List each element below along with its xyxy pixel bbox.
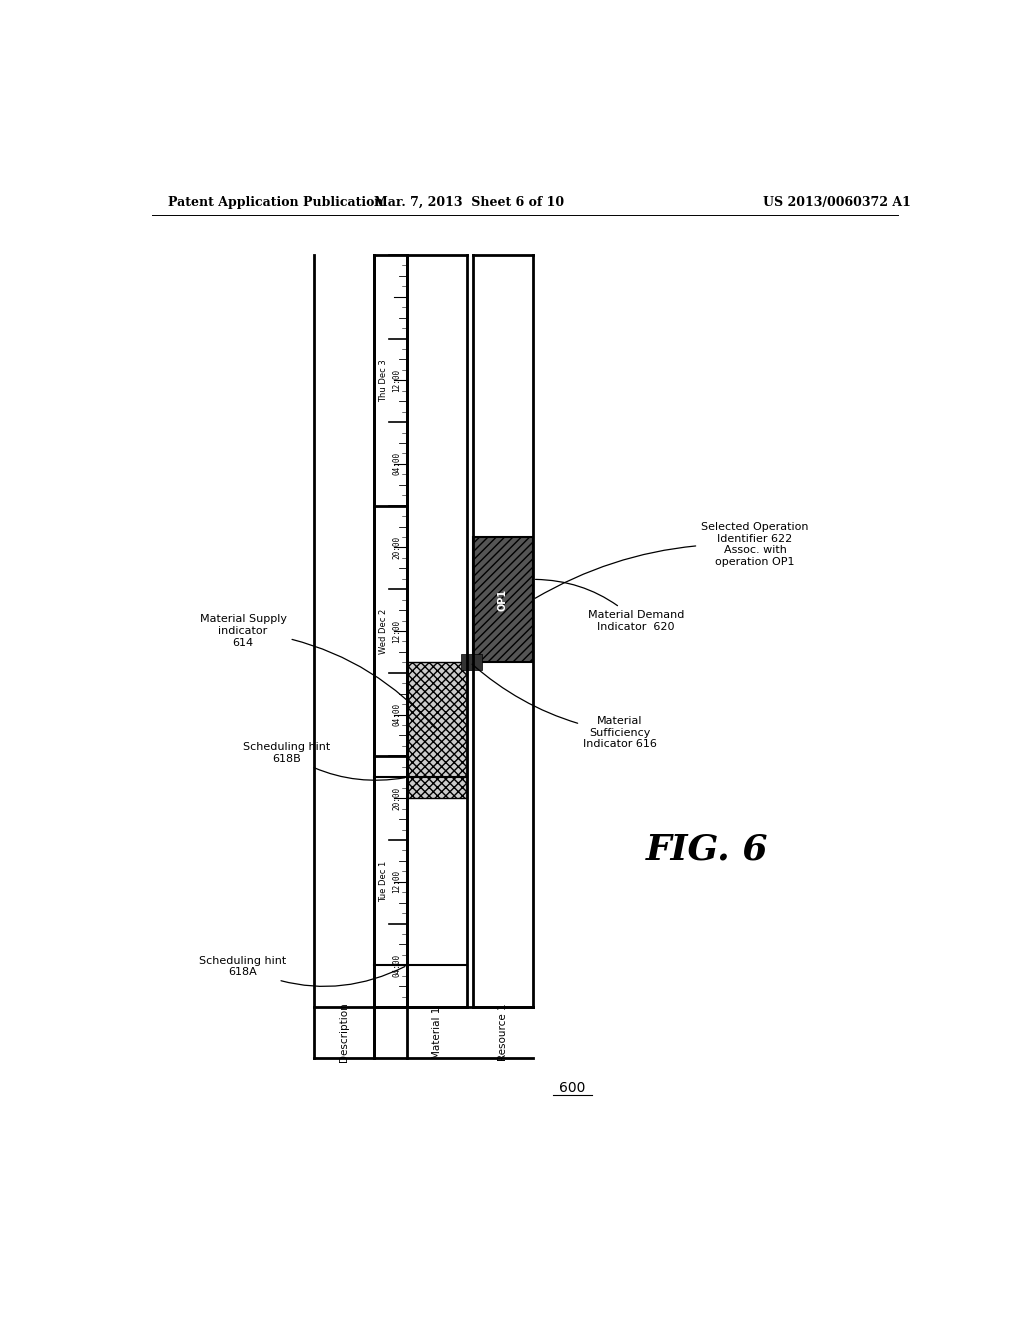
Text: 04:00: 04:00 [392,453,401,475]
FancyBboxPatch shape [473,537,532,663]
Text: Scheduling hint
618A: Scheduling hint 618A [200,956,404,986]
Text: Thu Dec 3: Thu Dec 3 [379,359,388,401]
Text: Tue Dec 1: Tue Dec 1 [379,861,388,903]
Text: Material Demand
Indicator  620: Material Demand Indicator 620 [536,579,684,632]
Text: 20:00: 20:00 [392,787,401,809]
Text: Material Supply
indicator
614: Material Supply indicator 614 [200,614,435,729]
Text: 04:00: 04:00 [392,704,401,726]
Text: 600: 600 [559,1081,586,1096]
Bar [461,655,482,671]
Text: 04:00: 04:00 [392,954,401,977]
Text: Wed Dec 2: Wed Dec 2 [379,609,388,653]
Text: FIG. 6: FIG. 6 [646,833,769,866]
Text: Resource 1: Resource 1 [498,1003,508,1061]
FancyBboxPatch shape [408,663,467,799]
Text: 12:00: 12:00 [392,368,401,392]
Text: Scheduling hint
618B: Scheduling hint 618B [243,742,404,780]
Text: Description: Description [339,1003,349,1063]
Text: Mar. 7, 2013  Sheet 6 of 10: Mar. 7, 2013 Sheet 6 of 10 [374,195,564,209]
Text: Material
Sufficiency
Indicator 616: Material Sufficiency Indicator 616 [472,664,657,750]
Text: Selected Operation
Identifier 622
Assoc. with
operation OP1: Selected Operation Identifier 622 Assoc.… [536,523,809,598]
Text: Patent Application Publication: Patent Application Publication [168,195,383,209]
Text: US 2013/0060372 A1: US 2013/0060372 A1 [763,195,910,209]
Text: 20:00: 20:00 [392,536,401,558]
Text: Material 1: Material 1 [432,1006,442,1059]
Text: 12:00: 12:00 [392,870,401,894]
Text: OP1: OP1 [498,589,508,611]
Text: 12:00: 12:00 [392,619,401,643]
